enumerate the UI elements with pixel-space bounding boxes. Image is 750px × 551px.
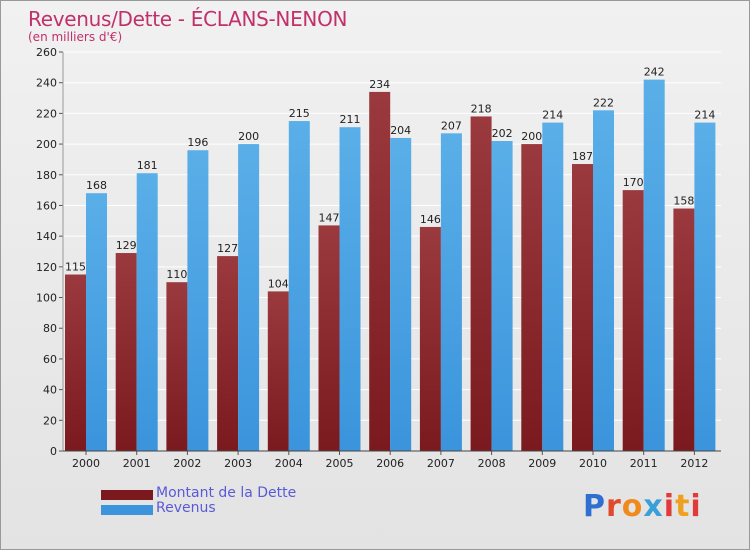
proxiti-logo: Proxiti	[583, 489, 702, 524]
bar-revenue	[238, 144, 260, 452]
logo-letter: i	[663, 489, 676, 524]
data-label-debt: 200	[521, 130, 542, 143]
y-tick-label: 180	[36, 169, 57, 182]
data-label-revenue: 181	[137, 159, 158, 172]
x-tick-label: 2002	[173, 457, 201, 470]
bar-revenue	[136, 173, 158, 451]
bar-revenue	[339, 127, 361, 451]
bar-debt	[267, 291, 289, 451]
x-tick-label: 2001	[123, 457, 151, 470]
data-label-debt: 104	[268, 277, 289, 290]
logo-letter: t	[675, 489, 691, 524]
bar-debt	[115, 253, 137, 451]
data-label-revenue: 214	[542, 109, 563, 122]
bar-revenue	[593, 110, 614, 452]
bar-debt	[318, 225, 340, 451]
chart-title: Revenus/Dette - ÉCLANS-NENON	[28, 7, 348, 31]
y-tick-label: 220	[36, 107, 57, 120]
data-label-revenue: 214	[694, 109, 715, 122]
data-label-debt: 218	[471, 102, 492, 115]
data-labels: 115 168 129 181 110 196 127 200 104 215 147 211 234 2…	[65, 66, 715, 291]
x-tick-label: 2012	[680, 457, 708, 470]
legend-swatch-debt	[101, 490, 153, 500]
x-tick-label: 2011	[630, 457, 658, 470]
data-label-debt: 187	[572, 150, 593, 163]
data-label-debt: 147	[319, 211, 340, 224]
logo-letter: P	[583, 489, 606, 524]
bar-debt	[521, 144, 543, 452]
y-tick-label: 260	[36, 46, 57, 59]
legend-label-revenue: Revenus	[156, 500, 216, 516]
y-tick-label: 100	[36, 292, 57, 305]
logo-letter: x	[643, 489, 664, 524]
bar-revenue	[694, 122, 716, 451]
bar-debt	[622, 190, 644, 451]
x-axis-ticks: 2000 2001 2002 2003 2004 2005 2006 2007 2008 2009…	[72, 451, 708, 470]
bar-debt	[166, 282, 188, 451]
y-axis-ticks: 0 20 40 60 80 100 120 140 160 180 200 220 240 260	[36, 46, 64, 458]
logo-letter: o	[621, 489, 644, 524]
logo-letter: r	[606, 489, 622, 524]
data-label-debt: 158	[673, 195, 694, 208]
x-tick-label: 2006	[376, 457, 404, 470]
y-tick-label: 60	[43, 353, 57, 366]
data-label-debt: 129	[116, 239, 137, 252]
bar-revenue	[440, 133, 462, 452]
bar-debt	[65, 274, 86, 451]
x-tick-label: 2009	[528, 457, 556, 470]
bar-debt	[419, 226, 441, 451]
data-label-debt: 115	[65, 261, 86, 274]
y-tick-label: 140	[36, 230, 57, 243]
data-label-revenue: 211	[340, 113, 361, 126]
data-label-revenue: 207	[441, 119, 462, 132]
data-label-revenue: 168	[86, 179, 107, 192]
y-tick-label: 120	[36, 261, 57, 274]
y-tick-label: 240	[36, 77, 57, 90]
bar-debt	[470, 116, 492, 451]
x-tick-label: 2008	[478, 457, 506, 470]
x-tick-label: 2000	[72, 457, 100, 470]
x-tick-label: 2005	[326, 457, 354, 470]
bar-revenue	[86, 193, 107, 451]
y-tick-label: 80	[43, 322, 57, 335]
data-label-revenue: 196	[187, 136, 208, 149]
data-label-revenue: 222	[593, 96, 614, 109]
bars	[65, 79, 716, 452]
bar-debt	[673, 208, 695, 451]
x-tick-label: 2010	[579, 457, 607, 470]
bar-debt	[217, 256, 239, 451]
y-tick-label: 200	[36, 138, 57, 151]
bar-debt	[369, 91, 391, 452]
legend-swatch-revenue	[101, 505, 153, 515]
bar-revenue	[187, 150, 209, 451]
bar-revenue	[643, 79, 665, 451]
data-label-debt: 146	[420, 213, 441, 226]
x-tick-label: 2003	[224, 457, 252, 470]
data-label-revenue: 204	[390, 124, 411, 137]
legend-label-debt: Montant de la Dette	[156, 485, 297, 501]
x-tick-label: 2007	[427, 457, 455, 470]
bar-revenue	[288, 121, 310, 452]
y-tick-label: 0	[50, 445, 57, 458]
chart-subtitle: (en milliers d'€)	[28, 30, 123, 44]
bar-debt	[572, 164, 593, 451]
data-label-revenue: 215	[289, 107, 310, 120]
data-label-revenue: 242	[644, 66, 665, 79]
y-tick-label: 20	[43, 414, 57, 427]
bar-revenue	[390, 137, 412, 451]
data-label-debt: 170	[623, 176, 644, 189]
y-tick-label: 40	[43, 384, 57, 397]
logo-letter: i	[690, 489, 702, 524]
bar-revenue	[491, 141, 513, 451]
data-label-debt: 234	[369, 78, 390, 91]
x-tick-label: 2004	[275, 457, 303, 470]
bar-revenue	[542, 122, 564, 451]
data-label-debt: 127	[217, 242, 238, 255]
data-label-revenue: 200	[238, 130, 259, 143]
data-label-revenue: 202	[492, 127, 513, 140]
data-label-debt: 110	[166, 268, 187, 281]
y-tick-label: 160	[36, 199, 57, 212]
